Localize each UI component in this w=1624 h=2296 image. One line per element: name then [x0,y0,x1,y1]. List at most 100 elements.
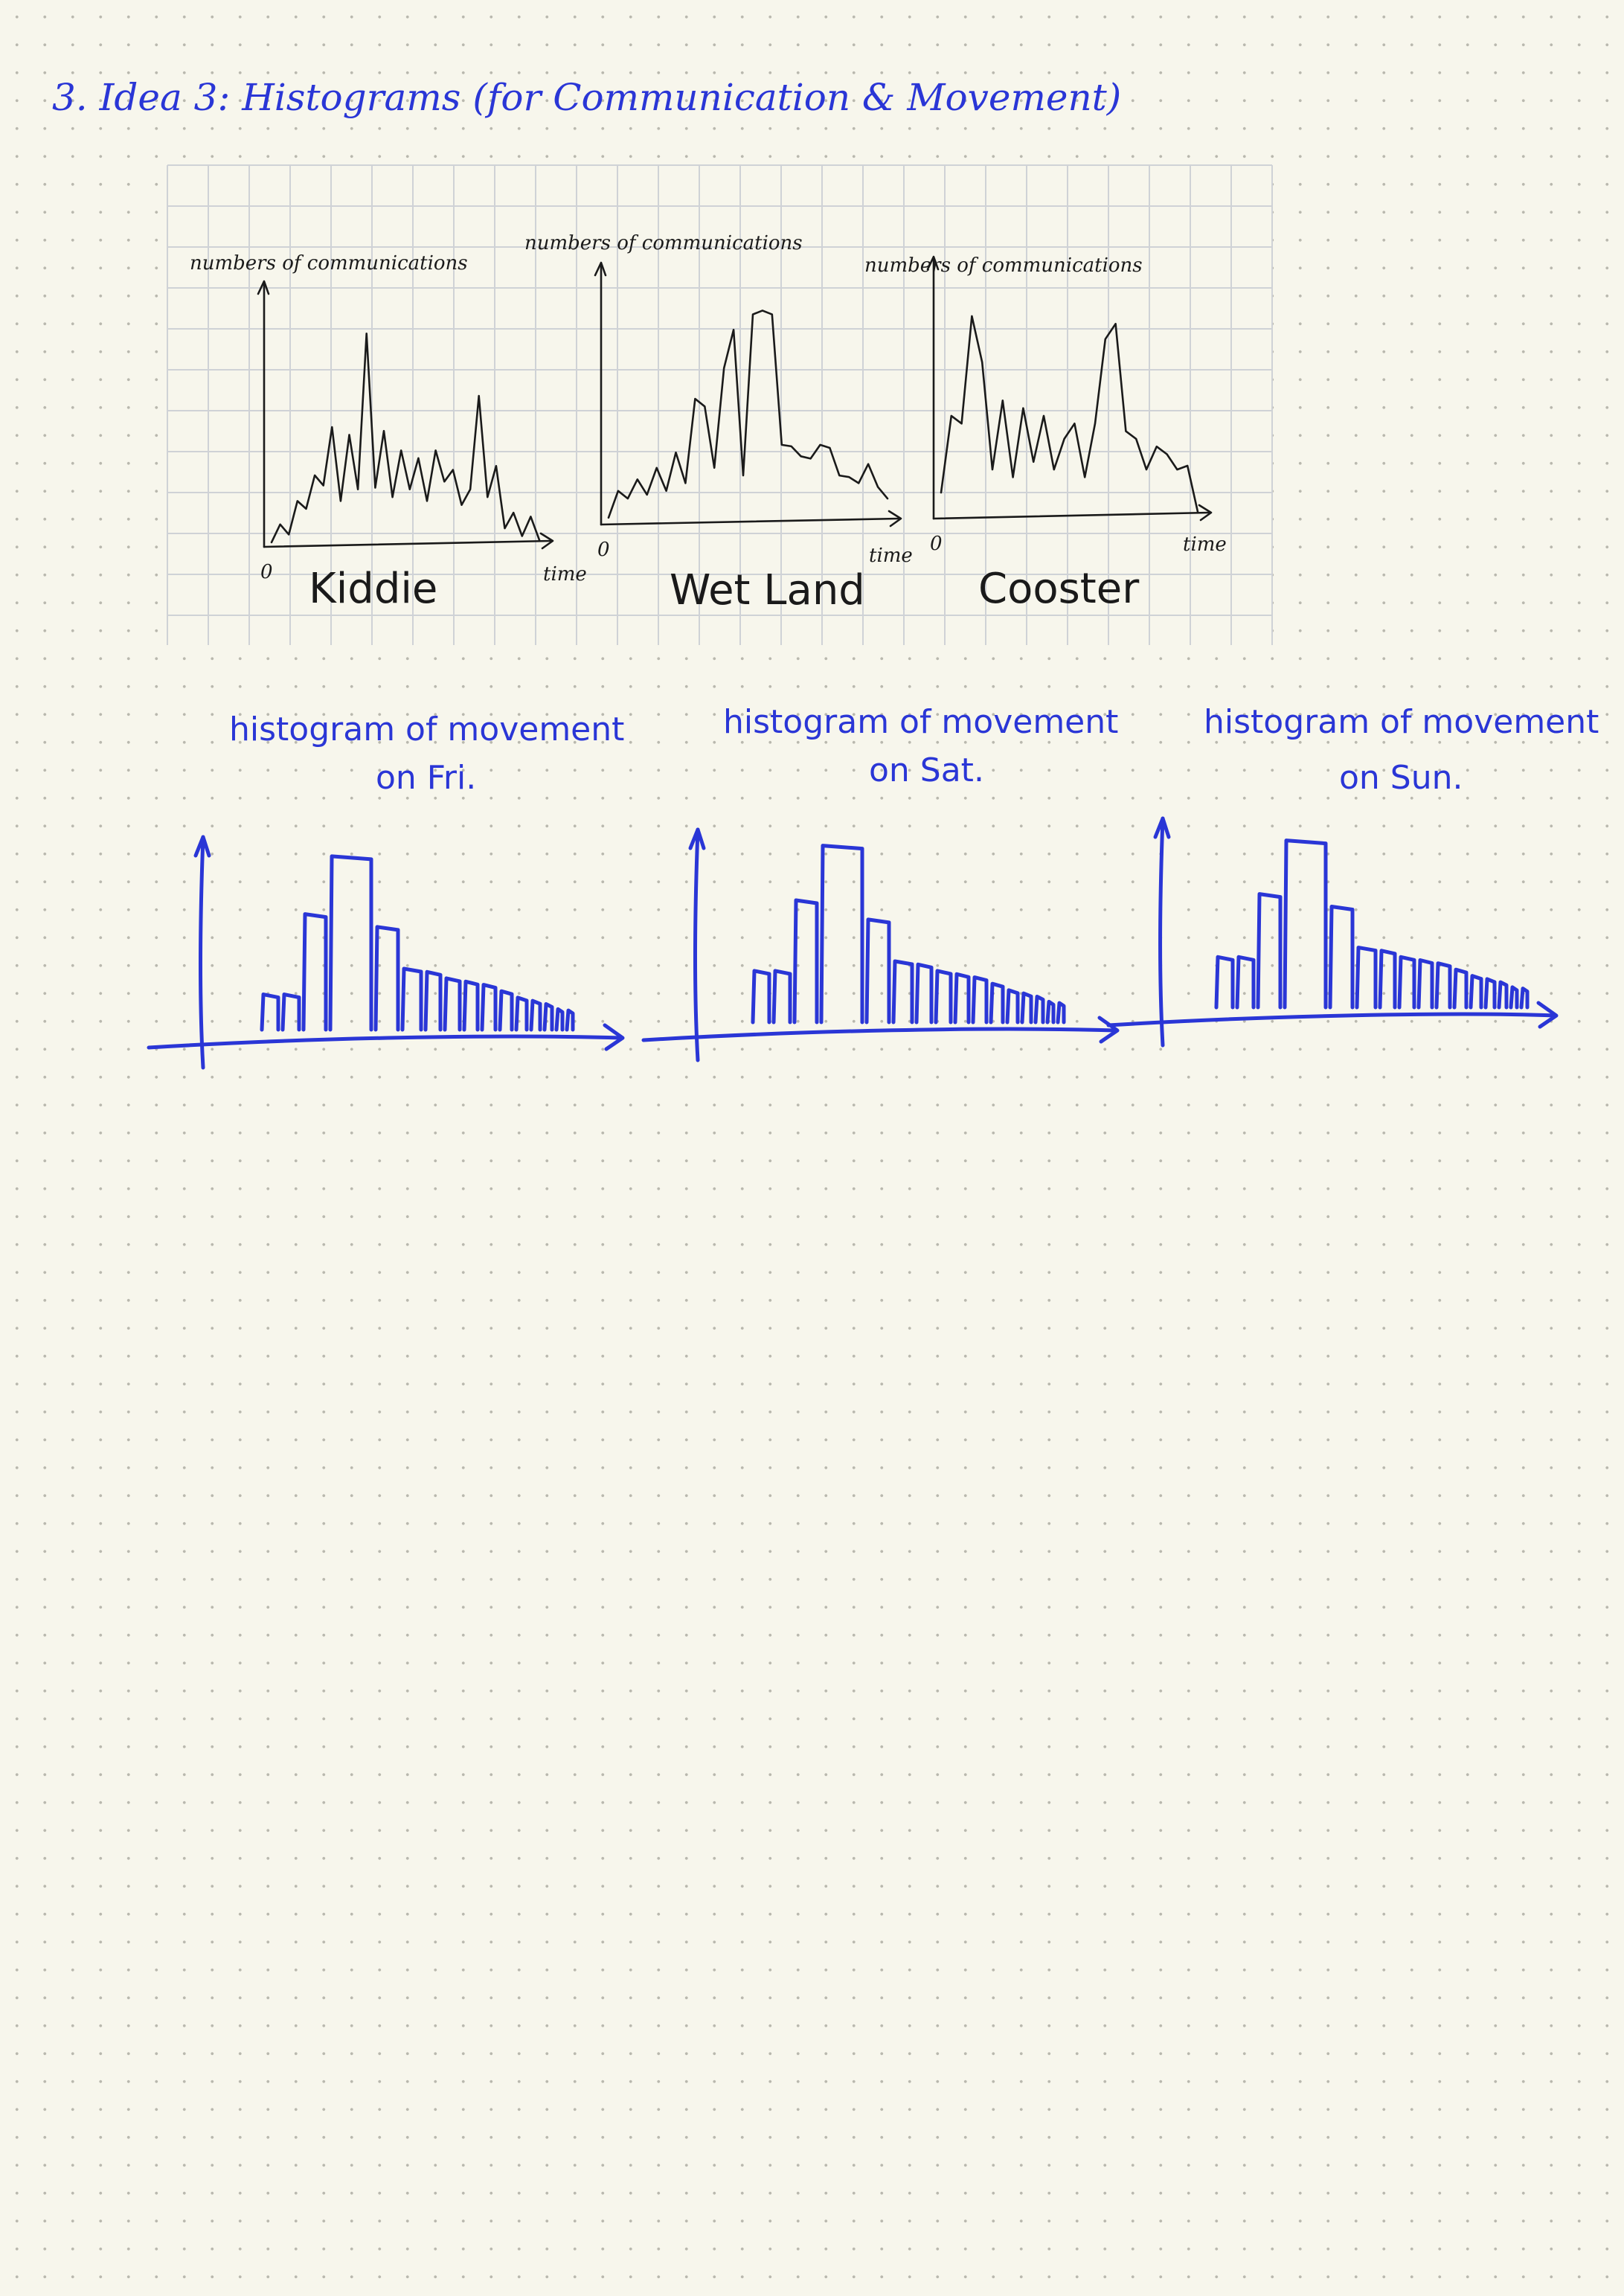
histogram-bar [1214,955,1235,1010]
histogram-bar [280,993,301,1032]
x-axis-arrow [1097,1016,1120,1044]
histogram-bar [971,975,989,1024]
x-axis-arrow [1536,1001,1559,1029]
histogram-bar [328,854,373,1032]
histogram-bar [554,1007,565,1032]
histogram-bar [819,844,864,1024]
histogram-bar [514,995,529,1032]
x-axis [600,517,900,526]
x-axis [932,511,1210,520]
x-axis [263,539,552,548]
origin-label: 0 [930,533,943,555]
histogram-bar [953,972,971,1024]
chart-name: Wet Land [670,566,865,615]
movement-histogram-3: histogram of movement on Sun. [1106,703,1599,1048]
x-axis-label: time [869,545,913,567]
page-heading: 3. Idea 3: Histograms (for Communication… [52,76,1121,119]
histogram-caption-line2: on Sun. [1339,759,1463,797]
histogram-bar [1328,905,1355,1010]
histogram-bar [1469,974,1483,1010]
y-axis-arrow [926,255,940,271]
communication-chart-cooster: numbers of communications 0 time Cooster [864,254,1227,613]
chart-name: Cooster [978,565,1140,613]
movement-histogram-2: histogram of movement on Sat. [641,703,1120,1062]
histogram-bar [1397,955,1416,1010]
histogram-bar [751,969,771,1024]
histogram-bar [565,1008,575,1032]
histogram-bar [260,993,280,1032]
histogram-bar [373,925,400,1032]
y-axis-arrow [257,280,270,295]
histogram-bar [423,969,443,1032]
chart-name: Kiddie [309,565,437,613]
communication-charts: numbers of communications 0 time Kiddie numb… [190,232,1227,615]
histogram-bar [1033,994,1045,1024]
origin-label: 0 [260,561,273,583]
histogram-caption-line2: on Sat. [869,751,984,789]
movement-histogram-1: histogram of movement on Fri. [147,711,625,1070]
histogram-bar [1235,955,1256,1010]
histogram-bar [989,981,1005,1024]
histogram-bar [1497,980,1509,1010]
histogram-bar [301,912,328,1032]
histogram-bar [400,966,423,1032]
y-axis-arrow [688,827,706,850]
x-axis [1106,1012,1557,1027]
histogram-bar [1378,949,1397,1010]
x-axis-arrow [1198,504,1213,522]
x-axis-arrow [603,1023,625,1051]
y-axis-arrow [193,835,211,858]
histogram-bar [1519,987,1530,1010]
histogram-caption-line2: on Fri. [376,759,476,797]
histogram-bar [1005,988,1020,1024]
histogram-bar [914,962,934,1024]
communication-line-series [270,333,541,544]
y-axis [693,827,700,1062]
histogram-caption-line1: histogram of movement [229,711,624,748]
histogram-bar [1416,958,1434,1010]
histogram-bar [1483,977,1497,1010]
histogram-bar [1509,985,1519,1010]
histogram-bar [1020,991,1033,1024]
origin-label: 0 [597,539,610,561]
histogram-bar [934,969,953,1024]
histogram-bar [792,898,819,1024]
histogram-caption-line1: histogram of movement [723,703,1118,741]
y-axis-arrow [594,261,607,277]
y-axis [199,835,205,1070]
grid-paper-sheet [167,164,1273,645]
histogram-bar [1355,946,1378,1010]
histogram-bar [480,983,498,1032]
x-axis [641,1027,1118,1042]
y-axis-label: numbers of communications [524,232,803,254]
y-axis [1158,816,1165,1048]
communication-chart-kiddie: numbers of communications 0 time Kiddie [190,252,587,613]
histogram-bar [498,989,514,1032]
x-axis [147,1034,623,1050]
x-axis-label: time [543,563,587,586]
histogram-bar [529,998,542,1032]
histogram-bar [1256,892,1283,1010]
histogram-bar [542,1001,554,1032]
histogram-bar [1056,1001,1066,1024]
histogram-bar [1434,961,1452,1010]
communication-line-series [607,310,889,519]
y-axis-label: numbers of communications [864,254,1143,277]
x-axis-label: time [1183,533,1227,556]
x-axis-arrow [539,532,554,550]
histogram-bar [891,959,914,1024]
x-axis-arrow [888,510,902,527]
histogram-bar [443,976,462,1032]
histogram-bar [771,969,792,1024]
histogram-bar [1452,967,1469,1010]
histogram-bar [1283,838,1328,1010]
histogram-bar [462,979,480,1032]
histogram-bar [864,917,891,1024]
histogram-caption-line1: histogram of movement [1204,703,1599,741]
histogram-bar [1045,999,1056,1024]
y-axis-arrow [1153,816,1171,839]
